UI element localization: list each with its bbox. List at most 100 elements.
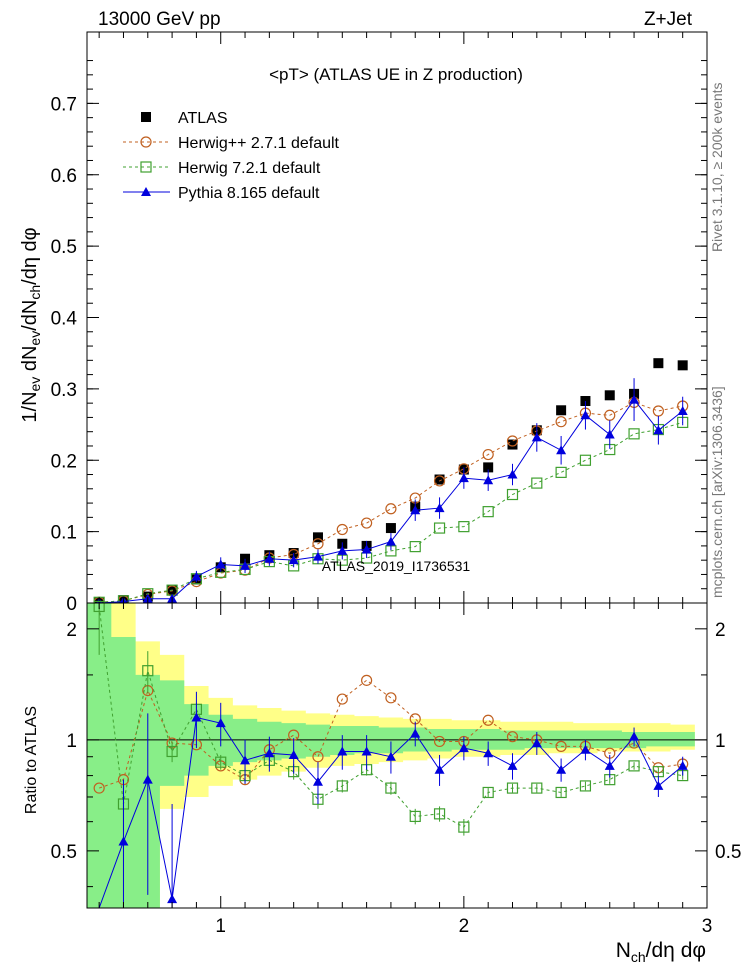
data-point [336, 523, 348, 536]
y-tick-label: 0.2 [51, 451, 77, 472]
legend-marker [140, 161, 152, 173]
y-tick-label: 0.1 [51, 523, 77, 544]
data-point [629, 394, 640, 404]
data-point [434, 474, 445, 485]
data-point [458, 521, 470, 533]
data-point [482, 448, 494, 461]
ratio-point [628, 760, 640, 772]
ratio-point [142, 665, 154, 677]
data-point [433, 475, 446, 487]
legend: ATLAS Herwig++ 2.7.1 default Herwig 7.2.1 … [123, 110, 340, 202]
series-2 [93, 416, 689, 608]
ratio-point [93, 782, 105, 794]
data-point [483, 475, 494, 485]
data-point [677, 406, 688, 416]
x-axis-label-part: N [616, 939, 631, 962]
ratio-point [629, 731, 640, 741]
ratio-point [555, 740, 567, 752]
ratio-point [579, 780, 592, 792]
legend-item: Herwig++ 2.7.1 default [123, 135, 340, 152]
y-tick-label: 0.3 [51, 380, 77, 401]
ratio-point [385, 751, 396, 761]
data-point [191, 571, 202, 581]
data-point [361, 517, 373, 529]
data-point [410, 505, 421, 515]
data-point [506, 488, 519, 501]
data-point [337, 545, 348, 555]
data-point [240, 560, 251, 570]
ratio-y-tick-label-right: 2 [715, 620, 726, 641]
data-point [604, 390, 615, 401]
data-point [555, 466, 567, 478]
ratio-point [482, 714, 494, 726]
data-point [434, 503, 445, 513]
ratio-point [215, 756, 227, 768]
data-point [312, 551, 323, 561]
legend-marker [141, 187, 151, 196]
x-tick-label: 2 [459, 916, 470, 937]
data-point [482, 506, 494, 518]
ratio-point [167, 894, 178, 904]
data-point [652, 405, 664, 417]
data-point [579, 454, 592, 466]
ratio-point [531, 782, 543, 794]
ratio-point [434, 764, 445, 774]
ratio-y-tick-label-right: 1 [715, 731, 726, 752]
data-point [653, 425, 664, 435]
legend-item: Herwig 7.2.1 default [123, 160, 321, 177]
ratio-point [506, 782, 519, 794]
y-tick-label: 0.7 [51, 94, 77, 115]
y-axis-label-part: dN [19, 346, 41, 377]
data-point [312, 538, 324, 550]
ratio-point [458, 743, 469, 753]
ratio-y-tick-label-right: 0.5 [715, 842, 741, 863]
legend-label: Pythia 8.165 default [178, 185, 320, 202]
data-point [483, 462, 494, 473]
y-tick-label: 0.4 [51, 309, 78, 330]
ratio-point [506, 731, 519, 743]
ratio-point [240, 755, 251, 765]
data-point [312, 532, 323, 543]
ratio-point [385, 692, 397, 704]
data-point [628, 428, 640, 440]
series-3 [94, 378, 688, 607]
x-axis-label-part: /dη dφ [646, 939, 706, 962]
y-axis-label-part: /dN [19, 300, 41, 331]
ratio-point [191, 712, 202, 722]
ratio-point [409, 810, 421, 823]
data-point [433, 522, 446, 534]
legend-item: ATLAS [141, 110, 228, 127]
ratio-point [433, 808, 446, 820]
data-point [531, 432, 542, 442]
ratio-point [288, 749, 299, 759]
ratio-point [93, 600, 105, 613]
y-axis-label: 1/Nev dNev/dNch/dη dφ [19, 227, 43, 422]
ratio-point [336, 780, 348, 792]
data-point [555, 416, 567, 428]
data-point [653, 358, 664, 369]
ratio-point [604, 760, 615, 770]
legend-marker [141, 112, 151, 122]
legend-label: Herwig 7.2.1 default [178, 160, 321, 177]
ratio-point [458, 821, 470, 833]
ratio-point [142, 774, 153, 784]
data-point [677, 360, 688, 371]
data-point [580, 410, 591, 420]
data-point [506, 435, 519, 447]
data-point [385, 523, 396, 534]
y-axis-label-part: ev [27, 377, 43, 392]
data-point [556, 405, 567, 416]
y-tick-label: 0.5 [51, 237, 77, 258]
ratio-point [410, 728, 421, 738]
ratio-point [677, 760, 688, 770]
ratio-point [337, 746, 348, 756]
data-point [215, 559, 226, 569]
ratio-point [336, 693, 348, 705]
ratio-point [312, 776, 323, 786]
watermark: ATLAS_2019_I1736531 [322, 558, 471, 574]
series-line [99, 421, 683, 603]
data-point [288, 555, 299, 565]
ratio-point [531, 738, 542, 748]
rivet-label: Rivet 3.1.10, ≥ 200k events [709, 82, 725, 252]
ratio-y-tick-label: 2 [66, 620, 77, 641]
